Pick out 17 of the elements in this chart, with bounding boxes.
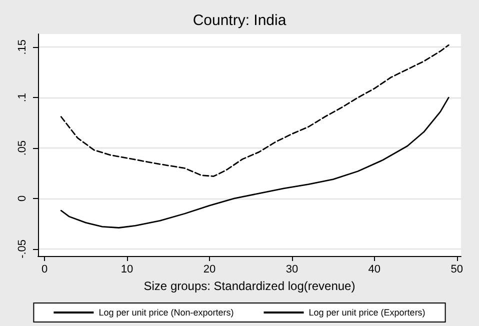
x-tick-label: 10	[120, 264, 134, 276]
x-tick-label: 40	[368, 264, 381, 276]
line-series	[60, 96, 450, 228]
line-series	[60, 44, 450, 177]
y-tick-label: .15	[16, 39, 28, 55]
x-tick-label: 50	[450, 264, 463, 276]
y-tick-label: .05	[16, 140, 28, 156]
chart-title: Country: India	[192, 12, 287, 29]
x-axis-title: Size groups: Standardized log(revenue)	[144, 278, 356, 293]
y-tick-label: 0	[16, 195, 28, 202]
y-tick-label: -.05	[16, 239, 28, 258]
x-tick-label: 30	[286, 264, 298, 276]
x-tick-label: 0	[42, 264, 48, 276]
legend-label: Log per unit price (Exporters)	[308, 308, 426, 318]
y-tick-label: .1	[16, 92, 28, 102]
legend-label: Log per unit price (Non-exporters)	[98, 308, 234, 318]
x-tick-label: 20	[203, 264, 216, 276]
